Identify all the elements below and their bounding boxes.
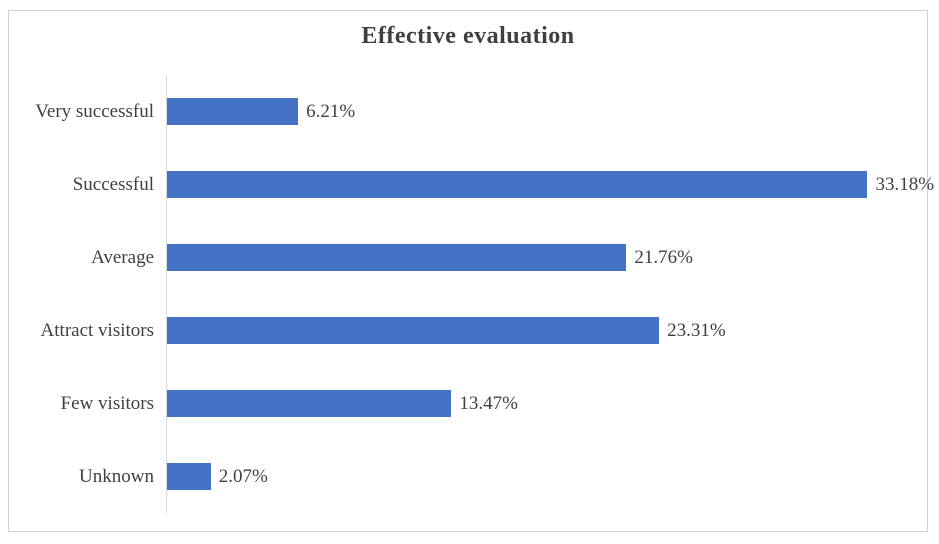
chart-row: Few visitors 13.47% — [9, 367, 927, 440]
chart-rows: Very successful 6.21% Successful 33.18% Aver… — [9, 75, 934, 513]
bar-track: 2.07% — [166, 440, 927, 513]
value-label: 33.18% — [875, 173, 935, 195]
category-label: Very successful — [35, 100, 154, 122]
bar-track: 23.31% — [166, 294, 927, 367]
bar-track: 13.47% — [166, 367, 927, 440]
category-label: Successful — [72, 173, 154, 195]
chart-frame: Effective evaluation Very successful 6.21… — [8, 10, 934, 532]
chart-title: Effective evaluation — [361, 23, 575, 49]
category-label: Attract visitors — [40, 319, 154, 341]
chart-row: Successful 33.18% — [9, 148, 934, 221]
category-label: Few visitors — [60, 392, 154, 414]
bar — [167, 463, 211, 490]
value-label: 21.76% — [634, 246, 693, 268]
bar-track: 6.21% — [166, 75, 927, 148]
category-label: Unknown — [79, 465, 154, 487]
chart-row: Attract visitors 23.31% — [9, 294, 927, 367]
bar — [167, 244, 627, 271]
value-label: 13.47% — [459, 392, 518, 414]
bar-track: 21.76% — [166, 221, 927, 294]
value-label: 2.07% — [218, 465, 268, 487]
category-label: Average — [91, 246, 154, 268]
bar — [167, 317, 660, 344]
bar-track: 33.18% — [166, 148, 934, 221]
chart-row: Unknown 2.07% — [9, 440, 927, 513]
bar — [167, 98, 299, 125]
bar — [167, 390, 452, 417]
chart-row: Very successful 6.21% — [9, 75, 927, 148]
value-label: 6.21% — [306, 100, 356, 122]
bar — [167, 171, 868, 198]
chart-row: Average 21.76% — [9, 221, 927, 294]
value-label: 23.31% — [667, 319, 726, 341]
